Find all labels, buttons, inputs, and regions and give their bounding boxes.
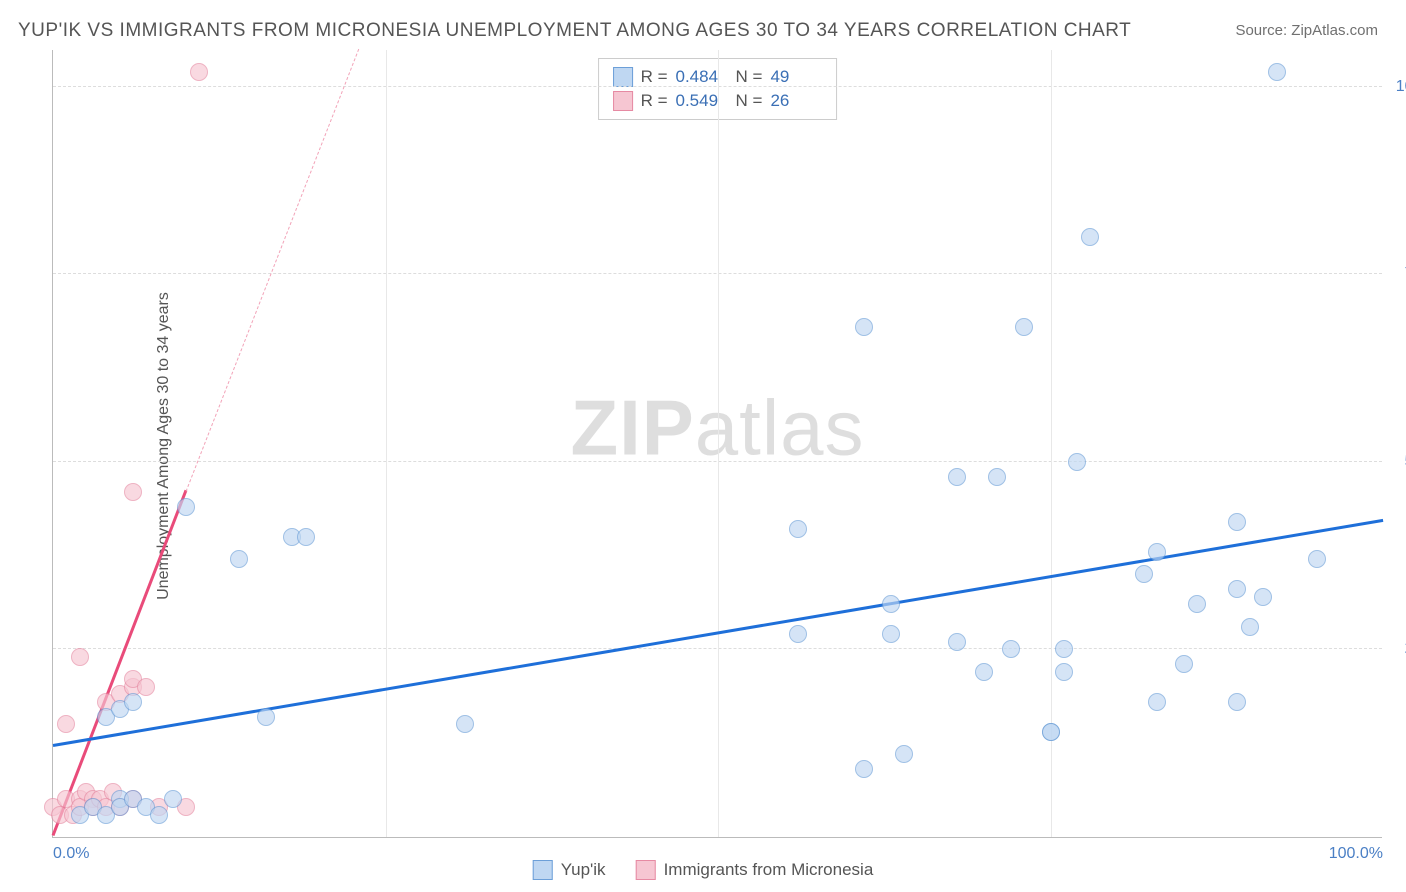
legend-label-1: Yup'ik — [561, 860, 606, 880]
data-point — [1068, 453, 1086, 471]
gridline-v — [718, 50, 719, 837]
data-point — [1081, 228, 1099, 246]
n-value-2: 26 — [770, 91, 822, 111]
data-point — [789, 625, 807, 643]
source-label: Source: ZipAtlas.com — [1235, 22, 1378, 39]
data-point — [882, 625, 900, 643]
data-point — [230, 550, 248, 568]
data-point — [137, 678, 155, 696]
data-point — [150, 806, 168, 824]
data-point — [1254, 588, 1272, 606]
r-value-2: 0.549 — [676, 91, 728, 111]
data-point — [124, 693, 142, 711]
n-value-1: 49 — [770, 67, 822, 87]
plot-area: ZIPatlas R = 0.484 N = 49 R = 0.549 N = … — [52, 50, 1382, 838]
n-label: N = — [736, 91, 763, 111]
data-point — [1055, 663, 1073, 681]
r-label: R = — [641, 91, 668, 111]
data-point — [456, 715, 474, 733]
swatch-pink — [613, 91, 633, 111]
data-point — [789, 520, 807, 538]
gridline-v — [1051, 50, 1052, 837]
data-point — [1228, 693, 1246, 711]
data-point — [71, 648, 89, 666]
data-point — [882, 595, 900, 613]
swatch-blue — [533, 860, 553, 880]
data-point — [1241, 618, 1259, 636]
x-tick-label: 0.0% — [53, 845, 89, 863]
data-point — [57, 715, 75, 733]
r-label: R = — [641, 67, 668, 87]
data-point — [1055, 640, 1073, 658]
data-point — [1015, 318, 1033, 336]
data-point — [855, 760, 873, 778]
data-point — [190, 63, 208, 81]
gridline-v — [386, 50, 387, 837]
data-point — [948, 468, 966, 486]
data-point — [177, 498, 195, 516]
data-point — [1042, 723, 1060, 741]
data-point — [257, 708, 275, 726]
data-point — [1002, 640, 1020, 658]
swatch-blue — [613, 67, 633, 87]
data-point — [1135, 565, 1153, 583]
data-point — [297, 528, 315, 546]
chart-title: YUP'IK VS IMMIGRANTS FROM MICRONESIA UNE… — [18, 20, 1131, 42]
y-tick-label: 100.0% — [1396, 78, 1406, 96]
data-point — [1228, 513, 1246, 531]
data-point — [1228, 580, 1246, 598]
legend-item-2: Immigrants from Micronesia — [636, 860, 874, 880]
data-point — [1308, 550, 1326, 568]
r-value-1: 0.484 — [676, 67, 728, 87]
data-point — [988, 468, 1006, 486]
n-label: N = — [736, 67, 763, 87]
trend-line — [186, 48, 360, 491]
data-point — [124, 483, 142, 501]
legend-label-2: Immigrants from Micronesia — [664, 860, 874, 880]
swatch-pink — [636, 860, 656, 880]
bottom-legend: Yup'ik Immigrants from Micronesia — [533, 860, 874, 880]
legend-item-1: Yup'ik — [533, 860, 606, 880]
data-point — [855, 318, 873, 336]
x-tick-label: 100.0% — [1329, 845, 1383, 863]
data-point — [164, 790, 182, 808]
data-point — [1148, 543, 1166, 561]
data-point — [1268, 63, 1286, 81]
data-point — [1148, 693, 1166, 711]
data-point — [1188, 595, 1206, 613]
data-point — [948, 633, 966, 651]
data-point — [975, 663, 993, 681]
data-point — [1175, 655, 1193, 673]
data-point — [895, 745, 913, 763]
